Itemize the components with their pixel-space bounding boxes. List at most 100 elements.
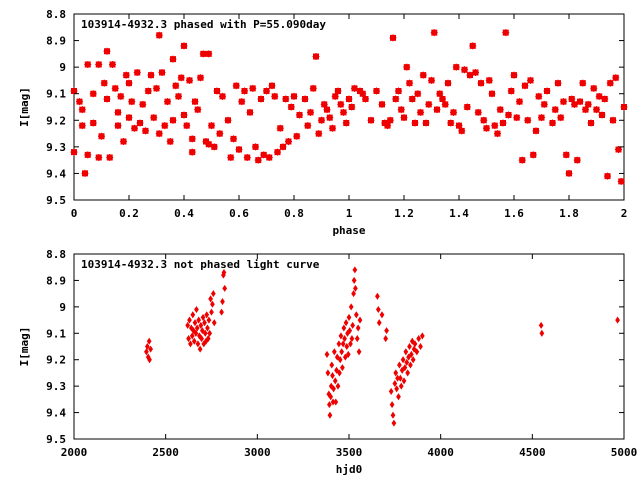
data-point (590, 84, 598, 92)
data-point (260, 151, 268, 159)
data-point (230, 135, 237, 143)
data-point (604, 172, 611, 180)
data-point (257, 95, 265, 103)
data-point (125, 114, 133, 122)
data-point (408, 361, 413, 369)
data-point (414, 348, 420, 356)
data-point (458, 127, 466, 135)
data-point (348, 103, 356, 111)
data-point (199, 50, 207, 58)
x-tick-label: 1 (346, 207, 353, 220)
data-point (359, 90, 367, 98)
data-point (235, 146, 243, 154)
data-point (70, 87, 78, 95)
data-point (412, 340, 418, 348)
data-point (222, 284, 228, 292)
data-point (560, 98, 567, 106)
y-axis-ticks: 8.8 8.9 9 9.1 9.2 9.3 9.4 9.5 (46, 248, 624, 446)
data-point (180, 111, 188, 119)
data-point (601, 95, 609, 103)
data-point (587, 119, 595, 127)
data-point (315, 130, 323, 138)
data-point (211, 319, 217, 327)
data-point (205, 324, 210, 332)
data-point (565, 169, 573, 177)
data-point (207, 329, 213, 337)
data-point (347, 327, 353, 335)
data-point (177, 74, 185, 82)
data-point (499, 119, 507, 127)
data-point (352, 266, 358, 274)
data-point (204, 311, 210, 319)
y-tick-label: 9 (59, 301, 66, 314)
data-point (336, 340, 342, 348)
data-point (208, 122, 215, 130)
data-point (367, 116, 375, 124)
data-point (194, 106, 202, 114)
data-point (210, 143, 218, 151)
data-point (389, 34, 397, 42)
data-point (356, 348, 362, 356)
data-point (241, 87, 248, 95)
data-point (538, 114, 545, 122)
x-tick-label: 5000 (611, 446, 638, 459)
data-point (106, 153, 114, 161)
data-point (268, 82, 276, 90)
data-point (103, 47, 111, 55)
data-point (341, 324, 347, 332)
data-point (328, 393, 334, 401)
data-point (148, 345, 153, 353)
data-point (111, 84, 119, 92)
data-point (348, 340, 353, 348)
data-point (84, 151, 92, 159)
data-point (117, 92, 125, 100)
data-point (287, 103, 295, 111)
data-point (155, 31, 163, 39)
data-point (398, 382, 404, 390)
data-point (617, 177, 625, 185)
data-point (194, 324, 200, 332)
data-point (254, 156, 262, 164)
x-tick-label: 3500 (336, 446, 363, 459)
y-tick-label: 9.5 (46, 194, 66, 207)
data-point (192, 319, 198, 327)
y-tick-label: 9.2 (46, 354, 66, 367)
data-point (474, 108, 482, 116)
data-point (238, 98, 246, 106)
data-point (609, 116, 617, 124)
data-point (612, 74, 620, 82)
data-point (136, 119, 144, 127)
data-point (158, 68, 166, 76)
data-point (562, 151, 570, 159)
data-point (198, 321, 204, 329)
data-point (353, 311, 359, 319)
data-point (187, 316, 192, 324)
data-point (249, 84, 257, 92)
data-point (343, 319, 349, 327)
x-tick-label: 1.2 (394, 207, 414, 220)
data-point (327, 401, 332, 409)
data-point (419, 71, 427, 79)
data-point (191, 337, 197, 345)
data-point (494, 130, 501, 138)
data-point (147, 356, 152, 364)
data-point (89, 90, 97, 98)
data-point (418, 342, 423, 351)
y-axis-title: I[mag] (18, 87, 31, 127)
data-point (252, 143, 259, 151)
y-tick-label: 8.8 (46, 8, 66, 21)
data-point (376, 319, 382, 327)
data-point (527, 76, 534, 84)
data-point (466, 71, 474, 79)
data-point (378, 100, 386, 108)
y-tick-label: 8.9 (46, 274, 66, 287)
data-point (571, 100, 578, 108)
data-point (557, 114, 565, 122)
data-point (188, 135, 196, 143)
x-tick-label: 1.4 (449, 207, 469, 220)
data-point (351, 290, 356, 298)
data-point (348, 303, 354, 311)
data-point (279, 143, 287, 151)
data-point (355, 324, 361, 332)
data-point (384, 327, 389, 335)
